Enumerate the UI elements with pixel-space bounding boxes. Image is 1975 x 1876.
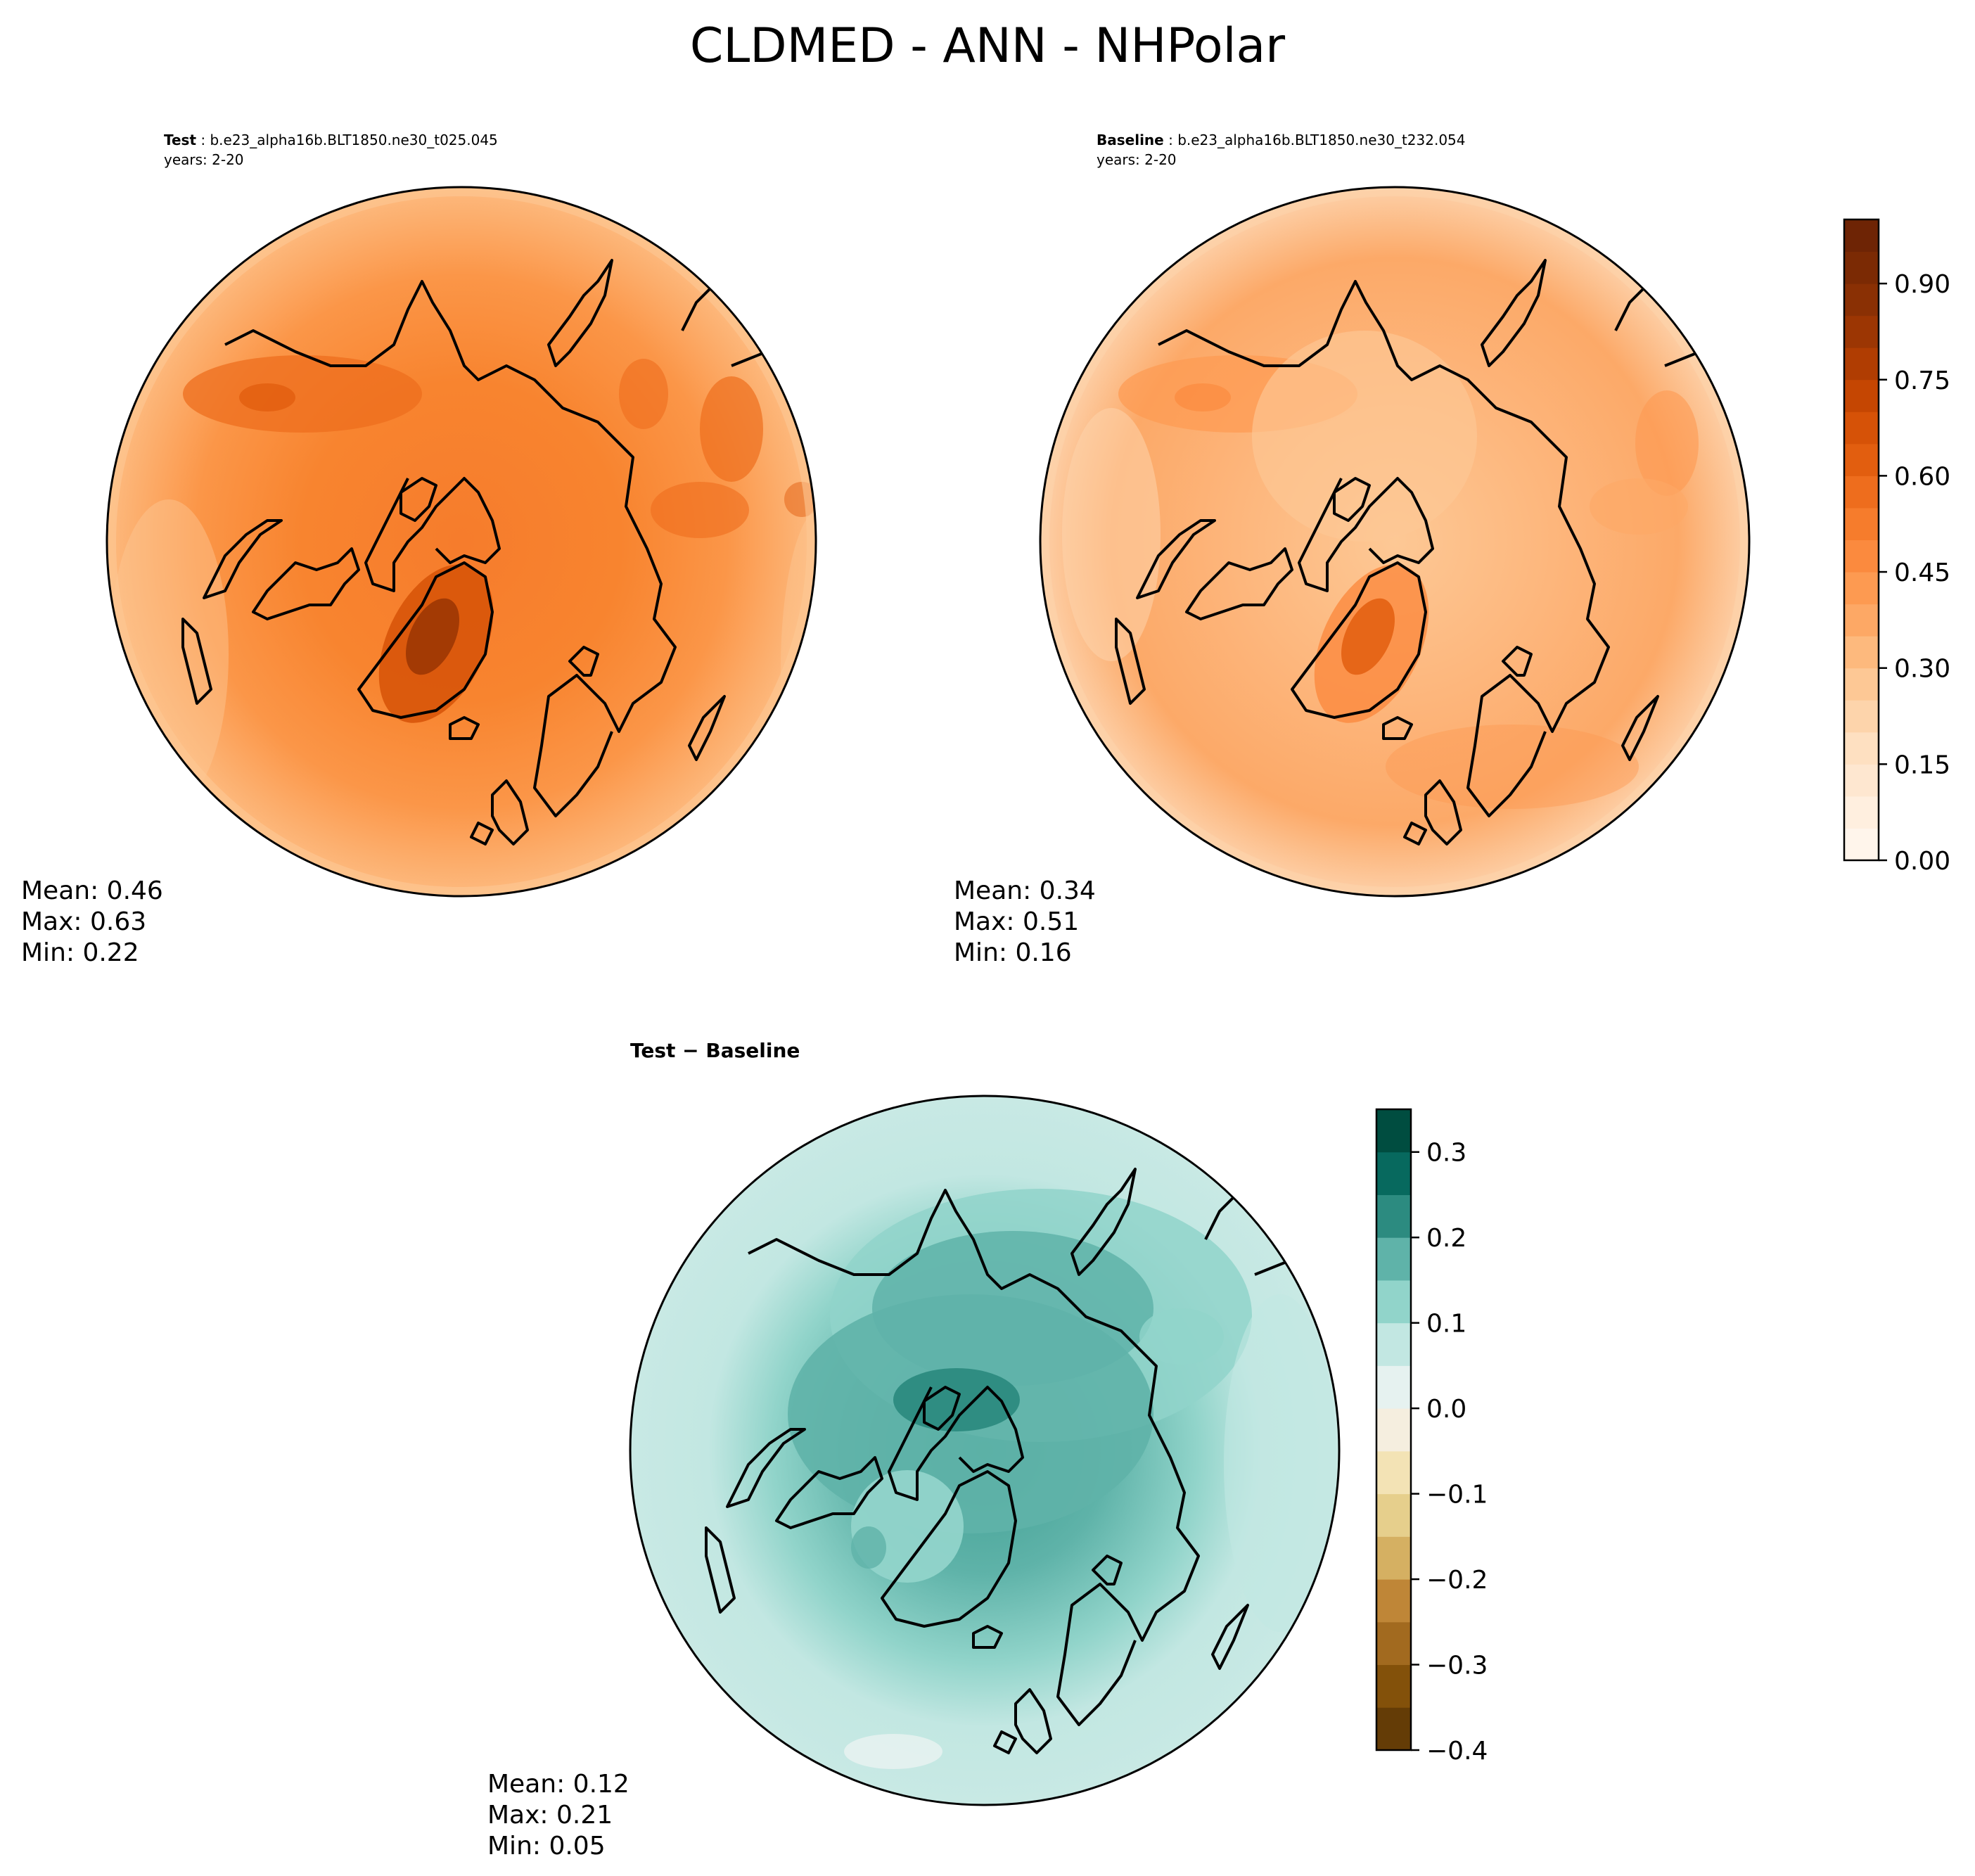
baseline-colorbar-swatch	[1844, 796, 1879, 829]
baseline-colorbar-swatch	[1844, 700, 1879, 733]
baseline-colorbar-swatch	[1844, 507, 1879, 540]
difference-colorbar-swatch	[1376, 1237, 1411, 1281]
difference-colorbar-tick-label: −0.4	[1426, 1737, 1488, 1766]
baseline-min: Min: 0.16	[954, 938, 1072, 967]
baseline-colorbar-swatch	[1844, 828, 1879, 861]
baseline-colorbar-swatch	[1844, 347, 1879, 381]
difference-colorbar-frame	[1375, 1108, 1412, 1751]
baseline-max: Max: 0.51	[954, 907, 1079, 936]
difference-colorbar-swatch	[1376, 1493, 1411, 1537]
difference-colorbar-swatch	[1376, 1450, 1411, 1495]
baseline-colorbar-swatch	[1844, 604, 1879, 637]
baseline-colorbar-tick-label: 0.00	[1894, 847, 1950, 876]
baseline-colorbar-swatch	[1844, 283, 1879, 317]
baseline-mean: Mean: 0.34	[954, 876, 1096, 905]
baseline-colorbar-swatch	[1844, 636, 1879, 669]
difference-colorbar-tick-label: −0.3	[1426, 1652, 1488, 1680]
baseline-header-case: : b.e23_alpha16b.BLT1850.ne30_t232.054	[1168, 132, 1465, 148]
test-min: Min: 0.22	[21, 938, 139, 967]
difference-mean: Mean: 0.12	[487, 1770, 629, 1799]
difference-colorbar: −0.4 −0.3 −0.2 −0.1 0.0 0.1 0.2 0.3	[1375, 1108, 1488, 1766]
baseline-colorbar-frame	[1843, 218, 1880, 862]
difference-colorbar-tick-label: 0.3	[1426, 1139, 1466, 1168]
difference-colorbar-swatch	[1376, 1280, 1411, 1324]
baseline-colorbar-swatch	[1844, 443, 1879, 476]
baseline-header-years: years: 2-20	[1097, 151, 1177, 168]
difference-colorbar-tick-label: −0.2	[1426, 1566, 1488, 1595]
baseline-colorbar-tick-label: 0.45	[1894, 559, 1950, 587]
baseline-colorbar-tick-label: 0.30	[1894, 655, 1950, 684]
baseline-colorbar-swatch	[1844, 572, 1879, 605]
baseline-colorbar-tick-label: 0.60	[1894, 462, 1950, 491]
baseline-map-boundary	[1039, 186, 1751, 898]
test-header-years: years: 2-20	[164, 151, 244, 168]
baseline-colorbar-tick-label: 0.75	[1894, 366, 1950, 395]
baseline-panel: Baseline : b.e23_alpha16b.BLT1850.ne30_t…	[954, 132, 1950, 967]
baseline-colorbar-swatch	[1844, 540, 1879, 573]
figure-title: CLDMED - ANN - NHPolar	[690, 18, 1285, 74]
baseline-colorbar-swatch	[1844, 251, 1879, 284]
test-max: Max: 0.63	[21, 907, 146, 936]
difference-colorbar-swatch	[1376, 1408, 1411, 1452]
difference-colorbar-tick-label: −0.1	[1426, 1481, 1488, 1510]
difference-panel-header: Test − Baseline	[630, 1039, 800, 1062]
difference-colorbar-swatch	[1376, 1151, 1411, 1195]
baseline-colorbar-swatch	[1844, 764, 1879, 797]
baseline-header-bold: Baseline	[1097, 132, 1164, 148]
test-map	[107, 187, 816, 896]
baseline-colorbar-swatch	[1844, 732, 1879, 765]
baseline-colorbar-tick-label: 0.90	[1894, 270, 1950, 299]
baseline-colorbar: 0.00 0.15 0.30 0.45 0.60 0.75 0.90	[1843, 218, 1950, 876]
baseline-colorbar-swatch	[1844, 219, 1879, 253]
baseline-colorbar-swatch	[1844, 315, 1879, 348]
test-mean: Mean: 0.46	[21, 876, 163, 905]
difference-colorbar-swatch	[1376, 1664, 1411, 1708]
difference-colorbar-tick-label: 0.0	[1426, 1395, 1466, 1424]
difference-colorbar-tick-label: 0.2	[1426, 1224, 1466, 1253]
baseline-colorbar-swatch	[1844, 379, 1879, 412]
baseline-panel-header: Baseline : b.e23_alpha16b.BLT1850.ne30_t…	[1097, 132, 1466, 148]
difference-map	[630, 1096, 1339, 1805]
difference-colorbar-swatch	[1376, 1621, 1411, 1666]
difference-map-boundary	[629, 1095, 1341, 1806]
baseline-colorbar-swatch	[1844, 668, 1879, 701]
test-panel-header: Test : b.e23_alpha16b.BLT1850.ne30_t025.…	[164, 132, 498, 148]
difference-min: Min: 0.05	[487, 1832, 606, 1861]
test-header-case: : b.e23_alpha16b.BLT1850.ne30_t025.045	[200, 132, 497, 148]
difference-colorbar-swatch	[1376, 1365, 1411, 1409]
baseline-map	[1040, 187, 1749, 896]
difference-max: Max: 0.21	[487, 1801, 613, 1830]
difference-colorbar-swatch	[1376, 1579, 1411, 1623]
baseline-colorbar-swatch	[1844, 411, 1879, 445]
test-panel: Test : b.e23_alpha16b.BLT1850.ne30_t025.…	[21, 132, 817, 967]
baseline-colorbar-swatch	[1844, 476, 1879, 509]
difference-colorbar-swatch	[1376, 1194, 1411, 1238]
difference-panel: Test − Baseline	[487, 1039, 1488, 1861]
difference-colorbar-swatch	[1376, 1707, 1411, 1751]
difference-colorbar-swatch	[1376, 1322, 1411, 1366]
baseline-colorbar-tick-label: 0.15	[1894, 751, 1950, 779]
difference-colorbar-swatch	[1376, 1536, 1411, 1580]
difference-colorbar-swatch	[1376, 1109, 1411, 1153]
difference-colorbar-tick-label: 0.1	[1426, 1310, 1466, 1339]
test-map-boundary	[106, 186, 817, 898]
test-header-bold: Test	[164, 132, 196, 148]
